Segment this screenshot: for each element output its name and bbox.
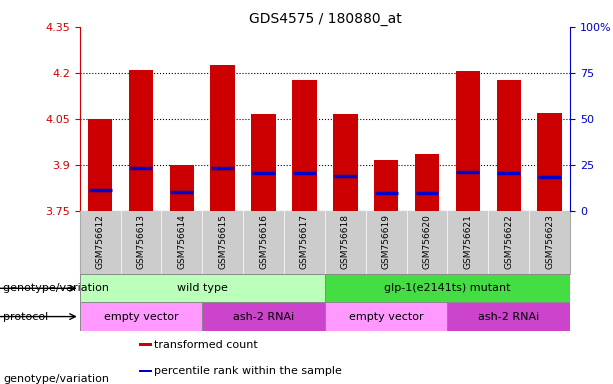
- Bar: [88, 119, 112, 210]
- Bar: [202, 303, 325, 331]
- Text: GSM756622: GSM756622: [504, 214, 513, 268]
- Bar: [374, 160, 398, 210]
- Text: ash-2 RNAi: ash-2 RNAi: [233, 311, 294, 321]
- Bar: [129, 70, 153, 210]
- Text: GSM756623: GSM756623: [545, 214, 554, 269]
- Text: GSM756620: GSM756620: [422, 214, 432, 269]
- Text: GSM756614: GSM756614: [177, 214, 186, 269]
- Bar: [325, 274, 570, 303]
- Text: GSM756621: GSM756621: [463, 214, 473, 269]
- Bar: [455, 71, 480, 210]
- Bar: [292, 81, 317, 210]
- Text: GSM756618: GSM756618: [341, 214, 350, 269]
- Text: GSM756612: GSM756612: [96, 214, 105, 269]
- Text: GSM756619: GSM756619: [382, 214, 390, 269]
- Bar: [447, 303, 570, 331]
- Text: protocol: protocol: [3, 311, 52, 321]
- Bar: [139, 343, 152, 346]
- Text: GSM756617: GSM756617: [300, 214, 309, 269]
- Bar: [325, 303, 447, 331]
- Bar: [80, 274, 325, 303]
- Bar: [170, 165, 194, 210]
- Bar: [210, 65, 235, 210]
- Text: GSM756616: GSM756616: [259, 214, 268, 269]
- Bar: [415, 154, 440, 210]
- Text: glp-1(e2141ts) mutant: glp-1(e2141ts) mutant: [384, 283, 511, 293]
- Text: GSM756613: GSM756613: [137, 214, 145, 269]
- Text: genotype/variation: genotype/variation: [3, 283, 113, 293]
- Text: percentile rank within the sample: percentile rank within the sample: [154, 366, 342, 376]
- Bar: [251, 114, 276, 210]
- Text: ash-2 RNAi: ash-2 RNAi: [478, 311, 539, 321]
- Bar: [538, 113, 562, 210]
- Text: wild type: wild type: [177, 283, 227, 293]
- Text: transformed count: transformed count: [154, 339, 257, 349]
- Text: GSM756615: GSM756615: [218, 214, 227, 269]
- Text: empty vector: empty vector: [349, 311, 424, 321]
- Title: GDS4575 / 180880_at: GDS4575 / 180880_at: [248, 12, 402, 26]
- Bar: [333, 114, 357, 210]
- Bar: [80, 303, 202, 331]
- Text: empty vector: empty vector: [104, 311, 178, 321]
- Bar: [497, 81, 521, 210]
- Bar: [139, 370, 152, 372]
- Text: genotype/variation: genotype/variation: [3, 374, 109, 384]
